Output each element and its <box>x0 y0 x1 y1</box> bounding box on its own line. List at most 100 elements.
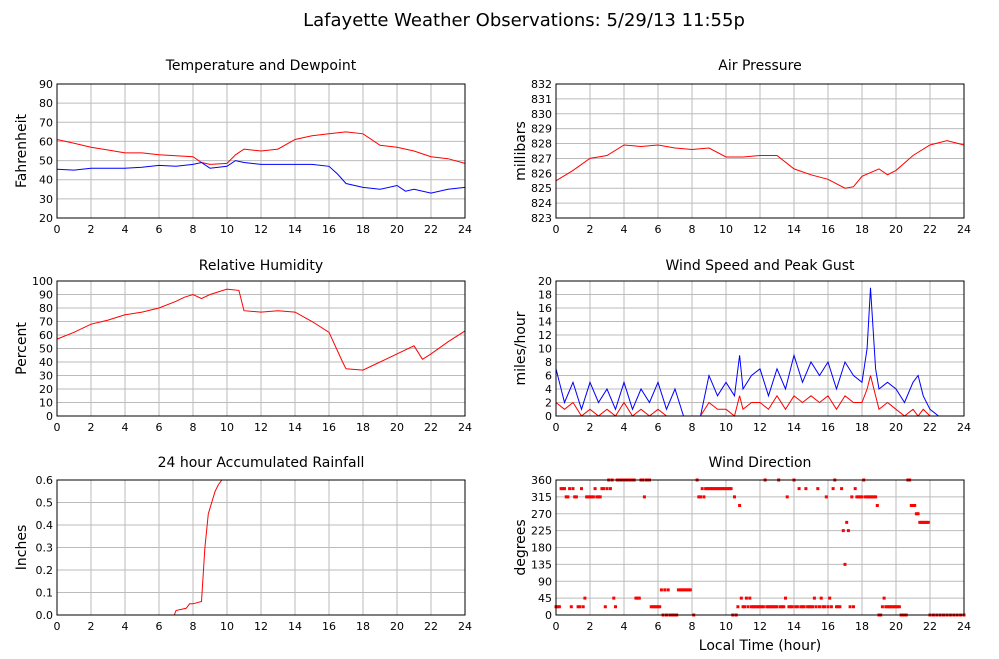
direction-point <box>573 495 577 499</box>
direction-point <box>840 487 844 491</box>
wind-y-axis-label: miles/hour <box>513 311 529 385</box>
pressure-y-tick-label: 832 <box>531 78 552 91</box>
direction-point <box>687 588 691 592</box>
humidity-y-tick-label: 40 <box>39 356 53 369</box>
direction-point <box>598 495 602 499</box>
direction-point <box>780 605 784 609</box>
wind-y-tick-label: 20 <box>538 275 552 288</box>
direction-point <box>563 487 566 491</box>
direction-x-tick-label: 14 <box>787 620 801 633</box>
direction-point <box>914 512 918 516</box>
direction-point <box>913 504 917 507</box>
rain-y-tick-label: 0.1 <box>36 587 54 600</box>
direction-frame <box>555 479 965 616</box>
wind-y-tick-label: 16 <box>538 302 552 315</box>
direction-point <box>829 605 833 609</box>
temp-x-tick-label: 4 <box>122 223 129 236</box>
direction-point <box>602 487 606 491</box>
pressure-y-axis-label: millibars <box>513 121 529 181</box>
direction-x-tick-label: 24 <box>957 620 971 633</box>
pressure-x-tick-label: 24 <box>957 223 971 236</box>
humidity-x-tick-label: 6 <box>156 421 163 434</box>
direction-x-tick-label: 2 <box>587 620 594 633</box>
wind-x-tick-label: 24 <box>957 421 971 434</box>
wind-y-tick-label: 2 <box>545 397 552 410</box>
direction-point <box>765 605 769 609</box>
direction-point <box>716 487 719 491</box>
direction-point <box>636 596 640 600</box>
rain-y-tick-label: 0.2 <box>36 564 54 577</box>
direction-point <box>846 529 850 533</box>
direction-point <box>809 605 813 609</box>
wind-x-tick-label: 8 <box>689 421 696 434</box>
pressure-x-tick-label: 14 <box>787 223 801 236</box>
direction-point <box>556 605 560 609</box>
direction-point <box>812 596 816 600</box>
direction-y-tick-label: 270 <box>531 508 552 521</box>
direction-point <box>726 487 730 491</box>
wind-x-tick-label: 12 <box>753 421 767 434</box>
temp-frame <box>56 83 466 219</box>
direction-point <box>797 487 801 491</box>
direction-point <box>824 495 828 499</box>
direction-point <box>925 520 929 524</box>
shared-x-axis-label: Local Time (hour) <box>699 638 821 654</box>
direction-point <box>845 520 849 524</box>
direction-point <box>775 605 779 609</box>
direction-point <box>651 605 655 609</box>
pressure-x-tick-label: 18 <box>855 223 869 236</box>
humidity-frame <box>56 280 466 417</box>
temp-y-tick-label: 70 <box>39 116 53 129</box>
direction-point <box>828 596 832 600</box>
direction-point <box>683 588 687 592</box>
temp-x-tick-label: 16 <box>322 223 336 236</box>
direction-point <box>755 605 759 609</box>
direction-point <box>867 495 871 499</box>
humidity-x-tick-label: 14 <box>288 421 302 434</box>
direction-point <box>588 495 592 499</box>
direction-point <box>721 487 725 491</box>
temp-x-tick-label: 12 <box>254 223 268 236</box>
temp-x-tick-label: 20 <box>390 223 404 236</box>
temp-x-tick-label: 0 <box>54 223 61 236</box>
direction-point <box>741 605 745 609</box>
rain-x-tick-label: 10 <box>220 620 234 633</box>
direction-point <box>804 487 808 491</box>
direction-point <box>569 605 573 609</box>
pressure-x-tick-label: 2 <box>587 223 594 236</box>
temp-x-tick-label: 10 <box>220 223 234 236</box>
direction-point <box>634 596 638 600</box>
direction-point <box>889 605 893 609</box>
rain-x-tick-label: 22 <box>424 620 438 633</box>
direction-point <box>578 605 582 609</box>
humidity-y-tick-label: 50 <box>39 343 53 356</box>
direction-point <box>848 605 852 609</box>
rain-frame <box>56 479 466 616</box>
direction-point <box>806 605 810 609</box>
direction-point <box>586 495 590 499</box>
direction-x-tick-label: 10 <box>719 620 733 633</box>
rain-y-tick-label: 0.4 <box>36 519 54 532</box>
direction-point <box>685 588 689 592</box>
direction-point <box>874 495 878 499</box>
direction-point <box>858 495 862 499</box>
wind-frame <box>555 280 965 417</box>
direction-point <box>819 596 823 600</box>
direction-point <box>870 495 874 499</box>
direction-point <box>710 487 714 491</box>
temp-y-tick-label: 80 <box>39 97 53 110</box>
direction-point <box>561 487 565 491</box>
direction-point <box>724 487 728 491</box>
wind-x-tick-label: 2 <box>587 421 594 434</box>
wind-x-tick-label: 16 <box>821 421 835 434</box>
direction-point <box>688 588 692 592</box>
rain-y-tick-label: 0.6 <box>36 474 54 487</box>
wind-series-line-0 <box>555 287 964 417</box>
direction-point <box>807 605 811 609</box>
direction-point <box>795 605 799 609</box>
direction-point <box>751 605 755 609</box>
direction-point <box>729 487 733 491</box>
humidity-series-line-0 <box>56 288 466 371</box>
